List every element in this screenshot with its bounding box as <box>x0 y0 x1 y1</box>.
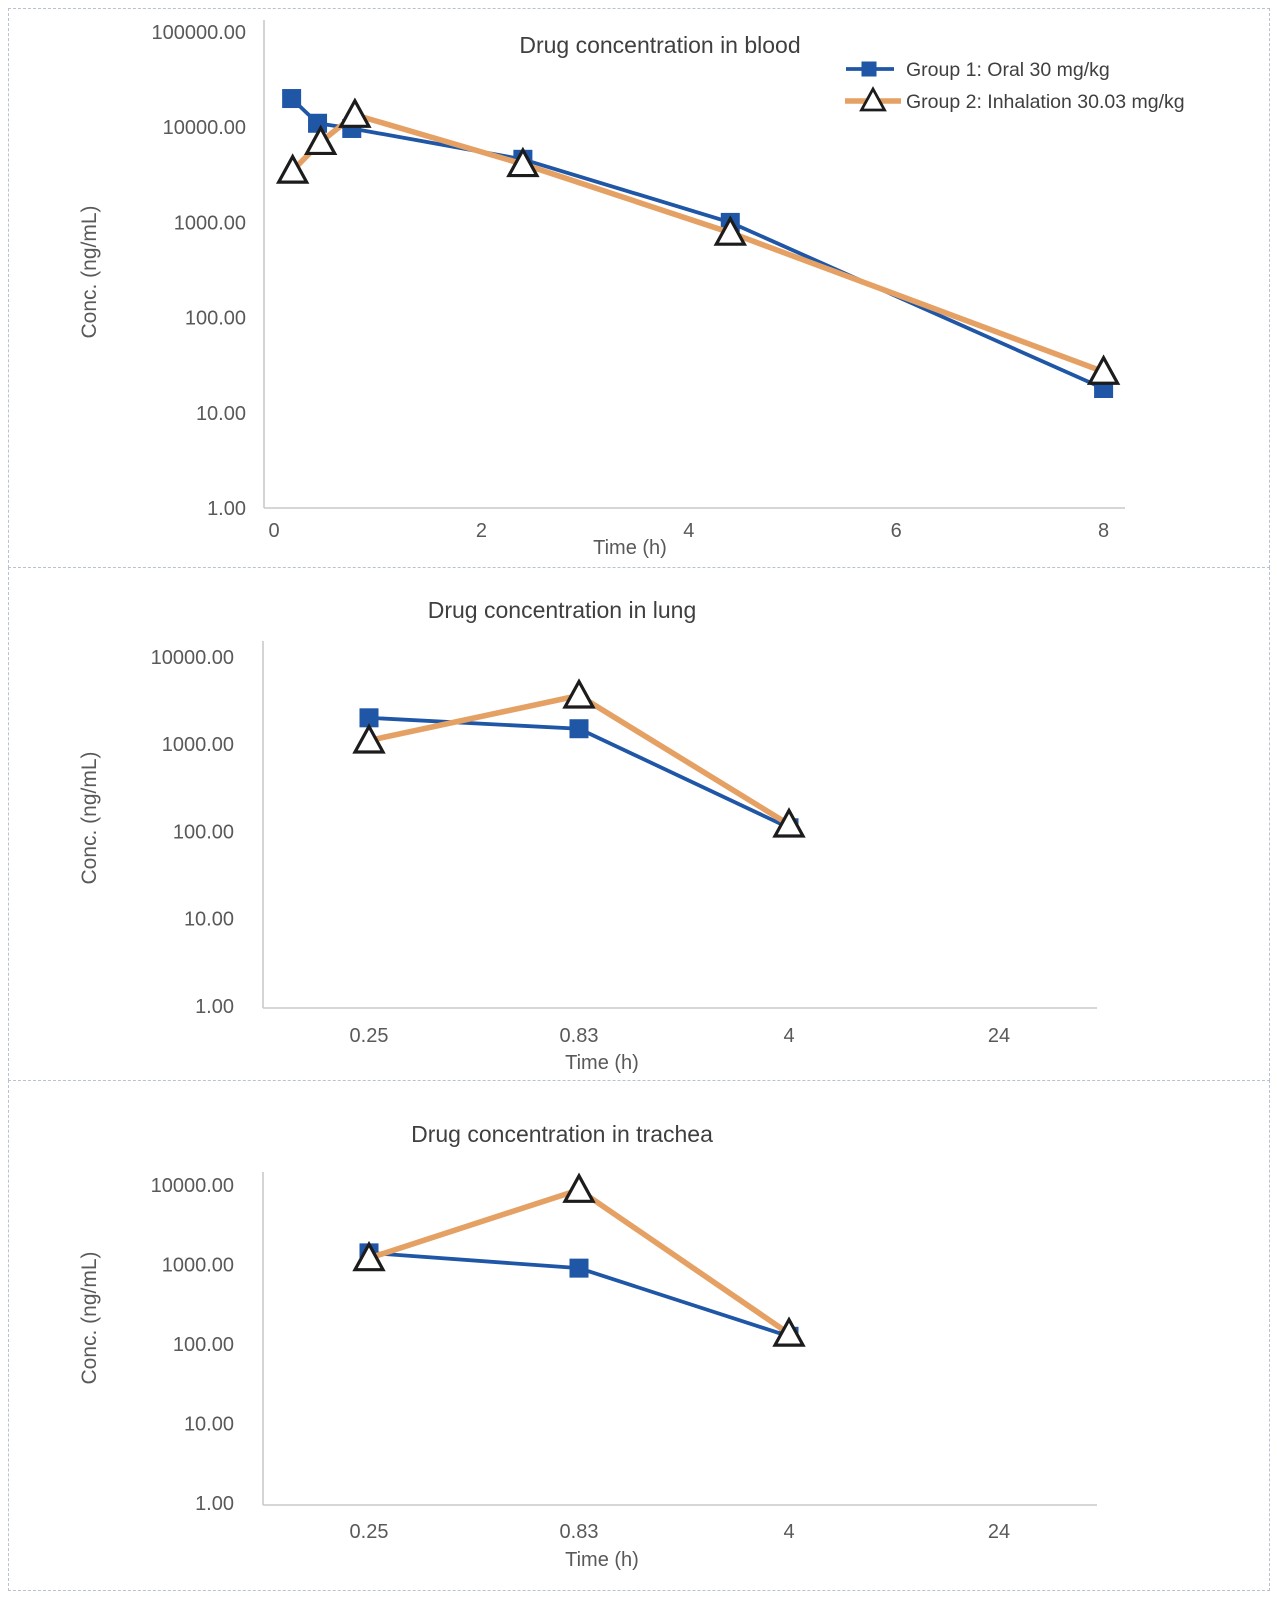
legend: Group 1: Oral 30 mg/kg Group 2: Inhalatio… <box>845 59 1185 113</box>
chart-title: Drug concentration in blood <box>519 32 800 58</box>
y-tick-label: 1.00 <box>207 498 246 520</box>
legend-label-group1: Group 1: Oral 30 mg/kg <box>906 59 1110 81</box>
x-tick-label: 6 <box>891 520 902 542</box>
y-tick-label: 10.00 <box>184 909 234 931</box>
y-tick-label: 1000.00 <box>162 1255 234 1277</box>
x-tick-label: 0.83 <box>560 1521 599 1543</box>
x-tick-label: 0.83 <box>560 1025 599 1047</box>
y-tick-label: 100.00 <box>185 308 246 330</box>
y-tick-label: 1.00 <box>195 996 234 1018</box>
legend-marker-square <box>861 61 877 77</box>
x-tick-label: 0 <box>268 520 279 542</box>
marker-triangle <box>352 723 386 754</box>
legend-label-group2: Group 2: Inhalation 30.03 mg/kg <box>906 91 1185 113</box>
x-axis-title: Time (h) <box>593 537 667 559</box>
blood-chart-panel <box>8 8 1270 568</box>
x-tick-label: 4 <box>783 1025 794 1047</box>
marker-triangle <box>303 124 338 156</box>
marker-triangle <box>1086 354 1121 385</box>
x-tick-label: 24 <box>988 1025 1010 1047</box>
marker-triangle <box>562 678 596 709</box>
y-tick-label: 1000.00 <box>162 734 234 756</box>
x-tick-label: 2 <box>476 520 487 542</box>
y-axis-title: Conc. (ng/mL) <box>78 205 101 338</box>
marker-square <box>569 1258 589 1278</box>
legend-marker-triangle <box>859 86 887 112</box>
x-axis-title: Time (h) <box>565 1052 639 1074</box>
y-tick-label: 10000.00 <box>151 647 234 669</box>
marker-square <box>569 719 589 739</box>
chart-title: Drug concentration in lung <box>428 597 697 623</box>
chart-0: 1.00 10.00 100.00 1000.00 10000.00 100000.00 0… <box>78 20 1185 559</box>
trachea-chart-panel <box>8 1080 1270 1591</box>
marker-triangle <box>275 153 310 184</box>
marker-square <box>359 708 379 728</box>
y-tick-label: 100000.00 <box>151 22 246 44</box>
chart-1: 1.00 10.00 100.00 1000.00 10000.00 0.25 0.83 4 2… <box>78 597 1097 1074</box>
marker-square <box>282 89 302 109</box>
marker-triangle <box>713 215 747 246</box>
lung-chart-panel <box>8 567 1270 1081</box>
y-tick-label: 10.00 <box>184 1414 234 1436</box>
series-line-group2 <box>368 692 791 827</box>
chart-2: 1.00 10.00 100.00 1000.00 10000.00 0.25 0.83 4 2… <box>78 1121 1097 1571</box>
marker-triangle <box>772 807 806 838</box>
x-tick-label: 8 <box>1098 520 1109 542</box>
x-tick-label: 0.25 <box>350 1521 389 1543</box>
marker-triangle <box>352 1240 386 1272</box>
marker-square <box>308 113 328 133</box>
y-tick-label: 1.00 <box>195 1493 234 1515</box>
x-tick-label: 0.25 <box>350 1025 389 1047</box>
y-axis-title: Conc. (ng/mL) <box>78 751 101 884</box>
y-tick-label: 10.00 <box>196 403 246 425</box>
marker-triangle <box>338 97 372 128</box>
y-tick-label: 100.00 <box>173 1334 234 1356</box>
x-tick-label: 24 <box>988 1521 1010 1543</box>
y-tick-label: 1000.00 <box>174 212 246 234</box>
y-tick-label: 100.00 <box>173 821 234 843</box>
series-line-group1 <box>290 97 1105 391</box>
marker-triangle <box>506 146 540 178</box>
marker-triangle <box>772 1316 806 1347</box>
y-tick-label: 10000.00 <box>151 1175 234 1197</box>
x-tick-label: 4 <box>783 1521 794 1543</box>
x-axis-title: Time (h) <box>565 1549 639 1571</box>
x-tick-label: 4 <box>683 520 694 542</box>
marker-triangle <box>562 1172 596 1203</box>
y-tick-label: 10000.00 <box>163 117 246 139</box>
y-axis-title: Conc. (ng/mL) <box>78 1251 101 1384</box>
chart-title: Drug concentration in trachea <box>411 1121 713 1147</box>
